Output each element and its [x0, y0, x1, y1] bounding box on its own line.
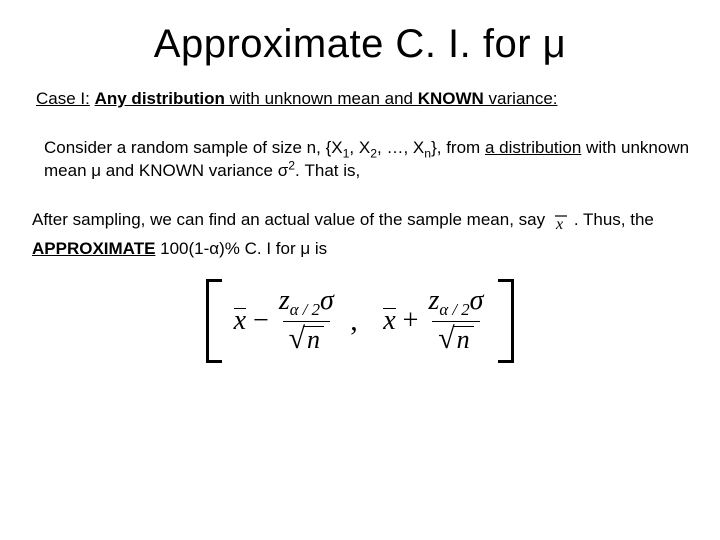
p1-text-b: , X	[349, 138, 370, 157]
p2-text-c: 100(1-α)% C. I for μ is	[155, 239, 327, 258]
sup-2: 2	[288, 158, 295, 172]
xbar-2: x	[382, 305, 396, 337]
p1-text-a: Consider a random sample of size n, {X	[44, 138, 343, 157]
term-upper: x + zα / 2σ √ n	[376, 287, 493, 354]
sqrt-2: √ n	[438, 326, 473, 353]
frac-1-den: √ n	[283, 321, 330, 354]
xbar-inline-icon: x	[552, 213, 572, 238]
frac-1: zα / 2σ √ n	[275, 287, 338, 354]
case-distribution: Any distribution	[95, 89, 225, 108]
case-label: Case I:	[36, 89, 90, 108]
p1-text-f: . That is,	[295, 161, 360, 180]
alpha-half-1: α / 2	[290, 300, 320, 319]
ci-formula: x − zα / 2σ √ n , x +	[206, 279, 514, 363]
term-lower: x − zα / 2σ √ n	[227, 287, 344, 354]
right-bracket-icon	[498, 279, 514, 363]
sqrt-arg-1: n	[303, 326, 324, 353]
frac-1-num: zα / 2σ	[275, 287, 338, 321]
sqrt-arg-2: n	[453, 326, 474, 353]
z-2: z	[428, 285, 439, 316]
case-mid: with unknown mean and	[225, 89, 418, 108]
frac-2-num: zα / 2σ	[424, 287, 487, 321]
p1-text-c: , …, X	[377, 138, 424, 157]
svg-text:x: x	[555, 216, 563, 231]
case-known: KNOWN	[418, 89, 484, 108]
comma: ,	[348, 286, 372, 356]
sub-2: 2	[370, 146, 377, 160]
sqrt-1: √ n	[289, 326, 324, 353]
alpha-half-2: α / 2	[439, 300, 469, 319]
z-1: z	[279, 285, 290, 316]
paragraph-1: Consider a random sample of size n, {X1,…	[44, 137, 692, 183]
p2-approx: APPROXIMATE	[32, 239, 155, 258]
p2-text-b: . Thus, the	[574, 210, 654, 229]
left-bracket-icon	[206, 279, 222, 363]
case-end: variance:	[484, 89, 558, 108]
frac-2: zα / 2σ √ n	[424, 287, 487, 354]
p2-text-a: After sampling, we can find an actual va…	[32, 210, 550, 229]
frac-2-den: √ n	[432, 321, 479, 354]
plus-op: +	[397, 305, 425, 337]
case-line: Case I: Any distribution with unknown me…	[36, 89, 692, 109]
sigma-1: σ	[320, 285, 334, 316]
paragraph-2: After sampling, we can find an actual va…	[32, 209, 692, 261]
slide: Approximate C. I. for μ Case I: Any dist…	[0, 0, 720, 540]
p1-adist: a distribution	[485, 138, 581, 157]
formula-container: x − zα / 2σ √ n , x +	[28, 279, 692, 363]
slide-title: Approximate C. I. for μ	[28, 22, 692, 67]
p1-text-d: }, from	[431, 138, 485, 157]
minus-op: −	[247, 305, 275, 337]
sigma-2: σ	[470, 285, 484, 316]
xbar-1: x	[233, 305, 247, 337]
